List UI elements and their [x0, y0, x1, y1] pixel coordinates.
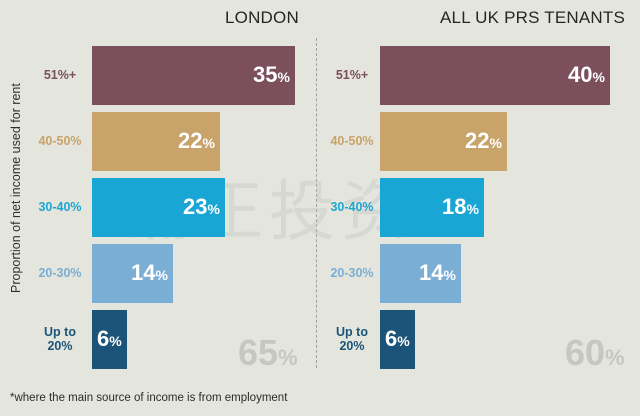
data-label-uk: 22% — [465, 128, 502, 153]
bar-uk — [380, 178, 484, 237]
bar-london — [92, 112, 220, 171]
footnote: *where the main source of income is from… — [10, 392, 288, 404]
category-label: 40-50% — [38, 134, 82, 148]
chart-title-uk: ALL UK PRS TENANTS — [440, 8, 625, 27]
bar-london — [92, 310, 127, 369]
total-label-london: 65% — [238, 332, 298, 373]
category-label: 30-40% — [38, 200, 82, 214]
bar-uk — [380, 46, 610, 105]
bar-uk — [380, 310, 415, 369]
category-label: 20-30% — [38, 266, 82, 280]
category-label: Up to 20% — [44, 325, 76, 353]
category-label: 51%+ — [335, 68, 369, 82]
panel-divider — [316, 38, 317, 368]
data-label-uk: 18% — [442, 194, 479, 219]
data-label-london: 35% — [253, 62, 290, 87]
data-label-london: 6% — [97, 326, 122, 351]
data-label-london: 22% — [178, 128, 215, 153]
bar-uk — [380, 112, 507, 171]
data-label-uk: 40% — [568, 62, 605, 87]
category-label: 40-50% — [330, 134, 374, 148]
bar-uk — [380, 244, 461, 303]
category-label: 20-30% — [330, 266, 374, 280]
category-label: 30-40% — [330, 200, 374, 214]
data-label-uk: 14% — [419, 260, 456, 285]
bar-london — [92, 46, 295, 105]
bar-london — [92, 244, 173, 303]
total-label-uk: 60% — [565, 332, 625, 373]
data-label-uk: 6% — [385, 326, 410, 351]
category-label: 51%+ — [43, 68, 77, 82]
data-label-london: 14% — [131, 260, 168, 285]
y-axis-label: Proportion of net income used for rent — [9, 83, 23, 293]
chart-title-london: LONDON — [225, 8, 299, 27]
data-label-london: 23% — [183, 194, 220, 219]
bar-london — [92, 178, 225, 237]
category-label: Up to 20% — [336, 325, 368, 353]
